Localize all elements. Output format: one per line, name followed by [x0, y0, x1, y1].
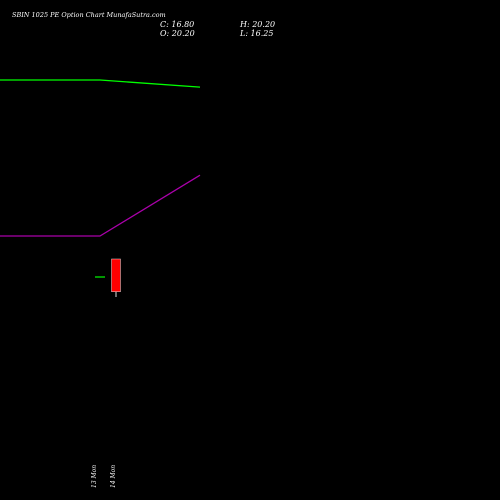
- open-value: O: 20.20: [160, 29, 195, 38]
- series-line-1: [0, 79, 201, 88]
- high-value: H: 20.20: [240, 20, 276, 29]
- x-tick-label-2: 14 Mon: [110, 465, 117, 488]
- x-tick-label-1: 13 Mon: [91, 465, 98, 488]
- low-value: L: 16.25: [240, 29, 274, 38]
- series-line-2: [0, 174, 201, 237]
- close-value: C: 16.80: [160, 20, 195, 29]
- candle-2: [111, 258, 121, 292]
- chart-title: SBIN 1025 PE Option Chart MunafaSutra.co…: [12, 11, 166, 19]
